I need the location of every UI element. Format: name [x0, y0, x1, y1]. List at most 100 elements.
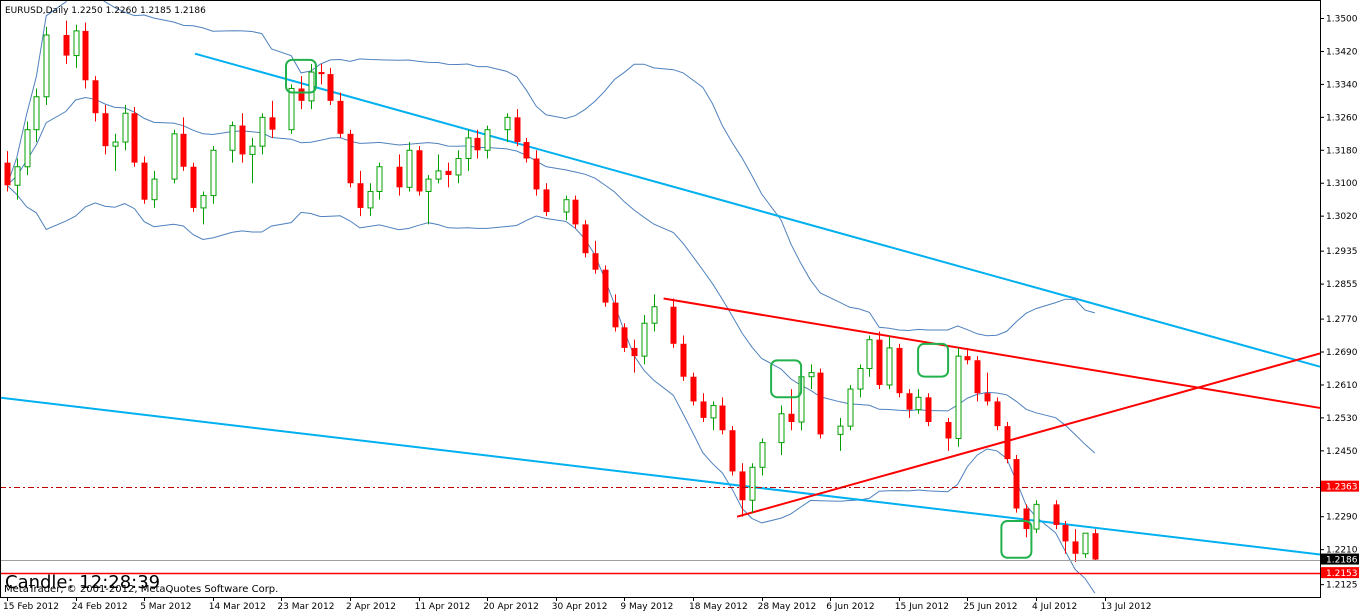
- bear-candle-body: [141, 162, 148, 200]
- bull-candle-body: [1082, 532, 1089, 555]
- trendlines: [0, 52, 1321, 556]
- bear-candle-body: [357, 183, 364, 208]
- date-tick-label: 9 May 2012: [620, 602, 673, 612]
- bear-candle-body: [347, 133, 354, 184]
- date-tick-label: 15 Jun 2012: [895, 602, 949, 612]
- price-tick-label: 1.2450: [1326, 447, 1358, 457]
- bull-candle-body: [288, 88, 295, 131]
- bear-candle-body: [82, 30, 89, 81]
- price-tick-label: 1.3420: [1326, 47, 1358, 57]
- date-tick-label: 23 Mar 2012: [277, 602, 334, 612]
- price-level-lines: [0, 487, 1320, 575]
- bear-candle-body: [102, 113, 109, 147]
- bear-candle-body: [680, 343, 687, 377]
- bear-candle-body: [817, 372, 824, 435]
- bull-candle-body: [43, 34, 50, 98]
- bull-candle-body: [112, 141, 119, 147]
- date-tick-label: 20 Apr 2012: [483, 602, 539, 612]
- lower-channel-line: [0, 396, 1321, 556]
- bear-candle-body: [945, 422, 952, 439]
- bull-candle-body: [435, 170, 442, 180]
- bear-candle-body: [92, 80, 99, 114]
- bear-candle-body: [602, 269, 609, 303]
- bear-candle-body: [318, 72, 325, 75]
- bear-candle-body: [592, 253, 599, 270]
- bear-candle-body: [416, 150, 423, 192]
- bear-candle-body: [1023, 508, 1030, 530]
- triangle-lower-line: [736, 352, 1321, 518]
- time-axis[interactable]: 15 Feb 2012 24 Feb 2012 5 Mar 2012 14 Mar 2…: [3, 602, 1152, 612]
- bear-candle-body: [670, 306, 677, 344]
- bear-candle-body: [1053, 504, 1060, 525]
- date-tick-label: 13 Jul 2012: [1101, 602, 1152, 612]
- bear-candle-body: [572, 199, 579, 225]
- bear-candle-body: [729, 430, 736, 472]
- price-tick-label: 1.2290: [1326, 513, 1358, 523]
- bear-candle-body: [984, 393, 991, 402]
- upper-channel-line: [194, 52, 1321, 368]
- bollinger-middle-band: [6, 96, 1096, 454]
- support-price-tag-label: 1.2153: [1326, 569, 1358, 579]
- bull-candle-body: [171, 133, 178, 180]
- date-tick-label: 14 Mar 2012: [209, 602, 266, 612]
- bull-candle-body: [778, 413, 785, 444]
- price-tick-label: 1.2770: [1326, 315, 1358, 325]
- bear-candle-body: [690, 376, 697, 402]
- price-tick-label: 1.3340: [1326, 80, 1358, 90]
- bull-candle-body: [367, 190, 374, 209]
- bear-candle-body: [514, 117, 521, 143]
- bollinger-upper-band: [6, 0, 1095, 337]
- bear-candle-body: [327, 74, 334, 101]
- bear-candle-body: [788, 413, 795, 423]
- bull-candle-body: [955, 355, 962, 439]
- bear-candle-body: [1092, 533, 1099, 560]
- price-tags: 1.2363 1.2186 1.2153: [1321, 480, 1359, 579]
- date-tick-label: 24 Feb 2012: [72, 602, 128, 612]
- bull-candle-body: [563, 199, 570, 213]
- bollinger-bands: [6, 0, 1096, 594]
- bull-candle-body: [73, 30, 80, 57]
- bear-candle-body: [131, 113, 138, 163]
- bull-candle-body: [200, 195, 207, 209]
- bear-candle-body: [1004, 426, 1011, 460]
- date-tick-label: 25 Jun 2012: [963, 602, 1017, 612]
- bear-candle-body: [876, 339, 883, 385]
- highlight-boxes: [285, 58, 1033, 559]
- bull-candle-body: [504, 116, 511, 131]
- price-axis[interactable]: 1.3500 1.3420 1.3340 1.3260 1.3180 1.3100 1.30…: [1320, 15, 1358, 591]
- bear-candle-body: [474, 137, 481, 151]
- bull-candle-body: [33, 96, 40, 131]
- price-tick-label: 1.3100: [1326, 179, 1358, 189]
- date-tick-label: 6 Jun 2012: [826, 602, 874, 612]
- bear-candle-body: [700, 401, 707, 418]
- date-tick-label: 15 Feb 2012: [3, 602, 59, 612]
- price-tick-label: 1.2610: [1326, 381, 1358, 391]
- bull-candle-body: [749, 466, 756, 501]
- bull-candle-body: [229, 125, 236, 151]
- bear-candle-body: [298, 88, 305, 101]
- bear-candle-body: [925, 397, 932, 423]
- bear-candle-body: [719, 405, 726, 431]
- bear-candle-body: [612, 302, 619, 328]
- bear-candle-body: [337, 100, 344, 134]
- date-tick-label: 4 Jul 2012: [1032, 602, 1077, 612]
- bull-candle-body: [857, 367, 864, 390]
- date-tick-label: 28 May 2012: [758, 602, 817, 612]
- bear-candle-body: [974, 360, 981, 394]
- bull-candle-body: [759, 442, 766, 468]
- bear-candle-body: [964, 356, 971, 361]
- candlestick-series: [4, 20, 1099, 563]
- bull-candle-body: [24, 129, 31, 168]
- bear-candle-body: [445, 170, 452, 175]
- bear-candle-body: [190, 166, 197, 208]
- resistance-price-tag-label: 1.2363: [1326, 483, 1358, 493]
- bear-candle-body: [523, 142, 530, 159]
- price-tick-label: 1.3260: [1326, 113, 1358, 123]
- bull-candle-body: [14, 166, 21, 186]
- support-price-tag: [1321, 567, 1359, 579]
- watermark: MetaTrader, © 2001-2012, MetaQuotes Soft…: [4, 584, 278, 595]
- plot-frame: [0, 0, 1321, 598]
- price-tick-label: 1.2855: [1326, 280, 1358, 290]
- bear-candle-body: [396, 166, 403, 188]
- bull-candle-body: [808, 372, 815, 378]
